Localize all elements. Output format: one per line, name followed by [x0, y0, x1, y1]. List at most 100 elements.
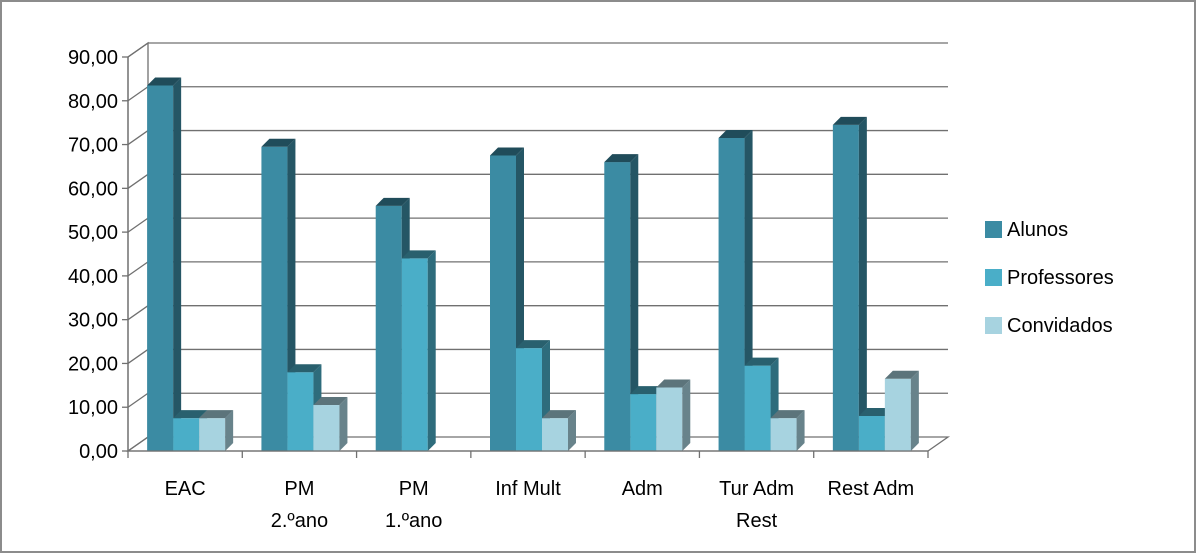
- bar-front: [401, 258, 428, 451]
- gridline: [127, 261, 948, 277]
- bar-convidados-4: [656, 379, 691, 451]
- x-axis: [127, 450, 929, 458]
- bar-front: [375, 205, 402, 451]
- gridline: [127, 129, 948, 146]
- gridline: [127, 86, 948, 102]
- y-tick-label: 0,00: [79, 441, 118, 463]
- bar-alunos-4: [604, 154, 639, 452]
- bar-front: [744, 365, 771, 451]
- bar-top: [858, 407, 893, 416]
- legend-swatch: [985, 221, 1002, 238]
- bar-side: [910, 370, 919, 451]
- bar-front: [656, 387, 683, 451]
- x-category-label: EAC: [165, 478, 206, 500]
- gridline: [127, 173, 948, 189]
- y-tick-label: 50,00: [68, 222, 118, 244]
- bar-convidados-5: [770, 410, 805, 451]
- bar-top: [401, 250, 436, 259]
- legend-entry-convidados: Convidados: [985, 315, 1113, 337]
- bar-top: [287, 364, 322, 373]
- y-tick-label: 20,00: [68, 353, 118, 375]
- bar-top: [744, 357, 779, 366]
- bar-front: [147, 85, 174, 451]
- bar-convidados-3: [542, 410, 576, 451]
- bar-top: [630, 386, 665, 395]
- bar-side: [173, 77, 182, 451]
- bar-top: [490, 147, 524, 156]
- x-category-label: Rest: [736, 510, 778, 532]
- bar-top: [173, 410, 208, 419]
- bar-professores-3: [516, 340, 550, 451]
- bar-front: [173, 418, 200, 451]
- legend: Alunos Professores Convidados: [985, 219, 1114, 337]
- bar-front: [718, 137, 745, 451]
- y-tick-label: 70,00: [68, 135, 118, 157]
- y-tick-label: 30,00: [68, 310, 118, 332]
- x-category-label: 1.ºano: [385, 510, 442, 532]
- bar-alunos-0: [147, 77, 182, 451]
- bar-front: [770, 418, 797, 451]
- bar-convidados-6: [884, 370, 919, 451]
- legend-label: Convidados: [1007, 315, 1113, 337]
- bars: [147, 77, 919, 452]
- gridline: [127, 42, 948, 58]
- bar-top: [604, 154, 639, 163]
- bar-front: [199, 418, 226, 451]
- y-tick-label: 10,00: [68, 397, 118, 419]
- bar-front: [630, 394, 657, 451]
- x-axis-category-labels: EAC PM 2.ºano PM 1.ºano Inf Mult Adm Tur Adm Res…: [165, 478, 915, 532]
- bar-side: [568, 410, 576, 451]
- gridline: [127, 217, 948, 233]
- bar-side: [225, 410, 234, 451]
- bar-top: [542, 410, 576, 419]
- bar-top: [261, 138, 296, 147]
- legend-label: Professores: [1007, 267, 1114, 289]
- bar-front: [884, 378, 911, 451]
- bar-top: [199, 410, 234, 419]
- bar-front: [261, 146, 288, 451]
- x-category-label: 2.ºano: [271, 510, 328, 532]
- bar-side: [796, 410, 805, 451]
- bar-convidados-1: [313, 397, 348, 451]
- bar-front: [313, 405, 340, 451]
- bar-front: [542, 418, 568, 451]
- y-axis-tick-labels: 0,00 10,00 20,00 30,00 40,00 50,00 60,00 70,00 8…: [68, 47, 129, 463]
- y-tick-label: 40,00: [68, 266, 118, 288]
- bar-side: [427, 250, 436, 451]
- bar-top: [884, 370, 919, 379]
- bar-side: [339, 397, 348, 451]
- bar-alunos-6: [832, 116, 867, 451]
- legend-entry-professores: Professores: [985, 267, 1114, 289]
- bar-front: [490, 155, 516, 451]
- gridline: [127, 305, 948, 321]
- bar-side: [630, 154, 639, 452]
- bar-side: [858, 116, 867, 451]
- y-tick-label: 90,00: [68, 47, 118, 69]
- legend-entry-alunos: Alunos: [985, 219, 1068, 241]
- x-category-label: PM: [399, 478, 429, 500]
- bar-side: [682, 379, 691, 451]
- bar-top: [516, 340, 550, 349]
- bar-top: [770, 410, 805, 419]
- bar-convidados-0: [199, 410, 234, 451]
- bar-front: [516, 348, 542, 451]
- bar-front: [858, 415, 885, 451]
- bar-top: [832, 116, 867, 125]
- bar-front: [832, 124, 859, 451]
- x-category-label: PM: [284, 478, 314, 500]
- x-category-label: Tur Adm: [719, 478, 794, 500]
- bar-top: [375, 197, 410, 206]
- x-category-label: Inf Mult: [495, 478, 561, 500]
- bar-top: [313, 397, 348, 406]
- legend-label: Alunos: [1007, 219, 1068, 241]
- legend-swatch: [985, 269, 1002, 286]
- x-category-label: Rest Adm: [828, 478, 915, 500]
- bar-top: [718, 129, 753, 138]
- legend-swatch: [985, 317, 1002, 334]
- y-tick-label: 80,00: [68, 91, 118, 113]
- bar-top: [656, 379, 691, 388]
- x-category-label: Adm: [622, 478, 663, 500]
- y-tick-label: 60,00: [68, 178, 118, 200]
- bar-front: [287, 372, 314, 451]
